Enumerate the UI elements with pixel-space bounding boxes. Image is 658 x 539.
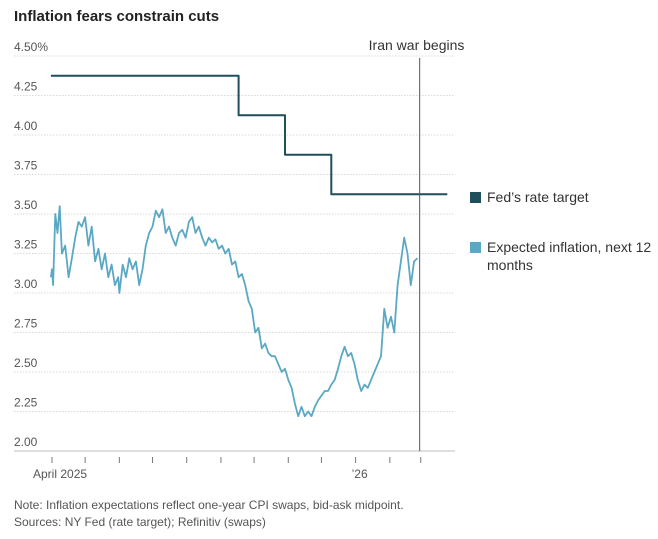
y-tick-label: 2.00 xyxy=(14,435,38,449)
legend-label-expected-inflation: Expected inflation, next 12 months xyxy=(487,239,652,273)
y-tick-label: 2.50 xyxy=(14,356,38,370)
legend-swatch-fed-rate xyxy=(470,192,481,203)
y-tick-label: 3.25 xyxy=(14,238,38,252)
chart-sources: Sources: NY Fed (rate target); Refinitiv… xyxy=(14,515,266,529)
y-tick-label: 3.00 xyxy=(14,277,38,291)
legend-label-fed-rate: Fed’s rate target xyxy=(487,189,589,205)
y-tick-label: 2.75 xyxy=(14,317,38,331)
grid-lines xyxy=(14,55,455,452)
y-tick-label: 2.25 xyxy=(14,396,38,410)
y-tick-label: 3.50 xyxy=(14,198,38,212)
y-tick-label: 4.00 xyxy=(14,119,38,133)
annotation-label: Iran war begins xyxy=(369,37,465,53)
y-tick-label: 4.50% xyxy=(14,40,48,54)
y-axis-ticks: 4.50% 4.25 4.00 3.75 3.50 3.25 3.00 2.75 2.50 2.2… xyxy=(14,40,48,449)
annotation: Iran war begins xyxy=(369,37,465,451)
x-tick-label: ’26 xyxy=(352,467,368,481)
series-line-fed-rate xyxy=(50,74,448,196)
y-tick-label: 3.75 xyxy=(14,159,38,173)
series-lines xyxy=(50,74,448,418)
chart-note: Note: Inflation expectations reflect one… xyxy=(14,498,404,512)
x-tick-label: April 2025 xyxy=(33,467,87,481)
series-line-expected-inflation xyxy=(50,205,419,418)
chart-plot: 4.50% 4.25 4.00 3.75 3.50 3.25 3.00 2.75 2.50 2.2… xyxy=(14,37,465,481)
chart-title: Inflation fears constrain cuts xyxy=(14,8,220,25)
x-axis-ticks: April 2025 ’26 xyxy=(33,457,422,481)
legend-swatch-expected-inflation xyxy=(470,242,481,253)
y-tick-label: 4.25 xyxy=(14,80,38,94)
